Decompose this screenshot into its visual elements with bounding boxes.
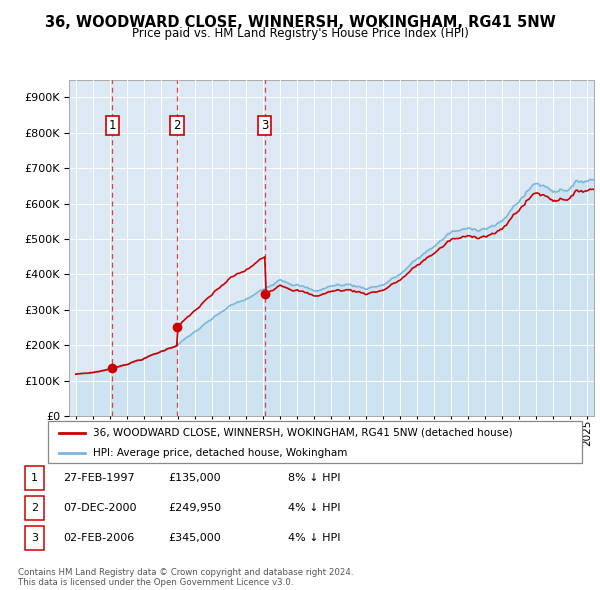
Text: Price paid vs. HM Land Registry's House Price Index (HPI): Price paid vs. HM Land Registry's House … <box>131 27 469 40</box>
Text: 8% ↓ HPI: 8% ↓ HPI <box>288 473 341 483</box>
Text: 4% ↓ HPI: 4% ↓ HPI <box>288 503 341 513</box>
Text: 1: 1 <box>109 119 116 132</box>
Text: 2: 2 <box>173 119 181 132</box>
Text: 36, WOODWARD CLOSE, WINNERSH, WOKINGHAM, RG41 5NW: 36, WOODWARD CLOSE, WINNERSH, WOKINGHAM,… <box>44 15 556 30</box>
FancyBboxPatch shape <box>48 421 582 463</box>
Text: 1: 1 <box>31 473 38 483</box>
Text: HPI: Average price, detached house, Wokingham: HPI: Average price, detached house, Woki… <box>94 448 348 457</box>
Text: 4% ↓ HPI: 4% ↓ HPI <box>288 533 341 543</box>
Text: £345,000: £345,000 <box>168 533 221 543</box>
Text: £135,000: £135,000 <box>168 473 221 483</box>
FancyBboxPatch shape <box>25 526 44 550</box>
Text: 3: 3 <box>261 119 269 132</box>
Text: Contains HM Land Registry data © Crown copyright and database right 2024.
This d: Contains HM Land Registry data © Crown c… <box>18 568 353 587</box>
Text: 07-DEC-2000: 07-DEC-2000 <box>63 503 137 513</box>
Text: 02-FEB-2006: 02-FEB-2006 <box>63 533 134 543</box>
Text: £249,950: £249,950 <box>168 503 221 513</box>
Text: 36, WOODWARD CLOSE, WINNERSH, WOKINGHAM, RG41 5NW (detached house): 36, WOODWARD CLOSE, WINNERSH, WOKINGHAM,… <box>94 428 513 438</box>
Text: 27-FEB-1997: 27-FEB-1997 <box>63 473 134 483</box>
Text: 3: 3 <box>31 533 38 543</box>
Text: 2: 2 <box>31 503 38 513</box>
FancyBboxPatch shape <box>25 466 44 490</box>
FancyBboxPatch shape <box>25 496 44 520</box>
